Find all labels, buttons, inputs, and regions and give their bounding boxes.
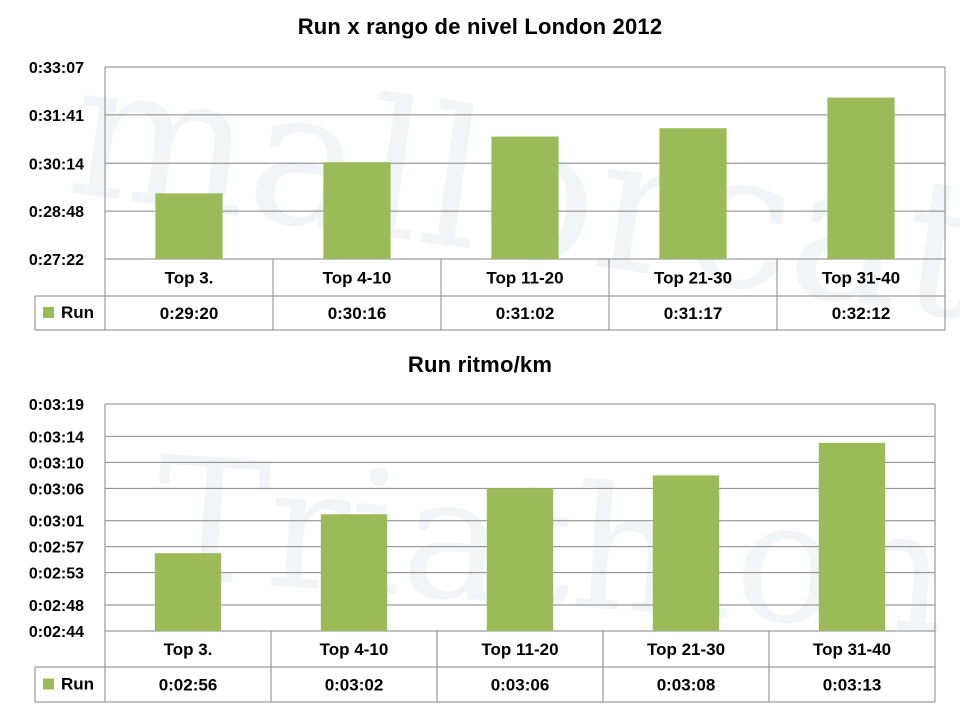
- bar: [659, 128, 727, 259]
- y-tick-label: 0:02:44: [29, 624, 84, 641]
- legend-label: Run: [61, 675, 94, 694]
- category-label: Top 21-30: [654, 269, 732, 288]
- table-value: 0:32:12: [832, 304, 891, 323]
- y-tick-label: 0:27:22: [29, 252, 84, 269]
- y-tick-label: 0:30:14: [29, 156, 84, 173]
- bar: [154, 553, 222, 631]
- y-tick-label: 0:33:07: [29, 60, 84, 77]
- legend-swatch: [43, 678, 54, 690]
- table-value: 0:03:13: [823, 676, 882, 695]
- chart-title: Run x rango de nivel London 2012: [297, 14, 663, 39]
- bar: [486, 488, 554, 631]
- table-value: 0:02:56: [159, 676, 218, 695]
- category-label: Top 11-20: [486, 269, 563, 288]
- chart-title: Run ritmo/km: [407, 352, 553, 377]
- category-label: Top 3.: [164, 640, 213, 659]
- bar: [491, 136, 559, 259]
- category-label: Top 31-40: [822, 269, 900, 288]
- y-tick-label: 0:31:41: [29, 108, 84, 125]
- y-tick-label: 0:03:06: [29, 481, 84, 498]
- category-label: Top 3.: [165, 269, 214, 288]
- y-tick-label: 0:02:57: [29, 540, 84, 557]
- table-value: 0:03:08: [657, 676, 716, 695]
- category-label: Top 31-40: [813, 640, 891, 659]
- legend-swatch: [43, 307, 54, 318]
- y-tick-label: 0:02:48: [29, 598, 84, 615]
- table-value: 0:03:06: [491, 676, 550, 695]
- category-label: Top 21-30: [647, 640, 725, 659]
- y-tick-label: 0:03:01: [29, 514, 84, 531]
- bar: [320, 514, 388, 631]
- category-label: Top 4-10: [323, 269, 392, 288]
- chart-run-rango: Run x rango de nivel London 2012 0:33:07…: [0, 0, 960, 340]
- bar: [652, 475, 720, 631]
- table-value: 0:29:20: [160, 304, 219, 323]
- y-tick-label: 0:03:14: [29, 429, 84, 446]
- y-tick-label: 0:02:53: [29, 566, 84, 583]
- y-tick-label: 0:28:48: [29, 204, 84, 221]
- bar: [818, 442, 886, 631]
- category-label: Top 11-20: [481, 640, 558, 659]
- chart-plot: 0:33:07 0:31:41 0:30:14 0:28:48 0:27:22 Top 3…: [29, 60, 946, 331]
- bar: [155, 193, 223, 259]
- table-value: 0:03:02: [325, 676, 384, 695]
- y-tick-label: 0:03:10: [29, 455, 84, 472]
- bar: [323, 162, 391, 259]
- y-tick-label: 0:03:19: [29, 397, 84, 414]
- legend-label: Run: [61, 303, 94, 322]
- table-value: 0:31:17: [664, 304, 723, 323]
- bar: [827, 97, 895, 259]
- category-label: Top 4-10: [320, 640, 389, 659]
- table-value: 0:31:02: [496, 304, 555, 323]
- table-value: 0:30:16: [328, 304, 387, 323]
